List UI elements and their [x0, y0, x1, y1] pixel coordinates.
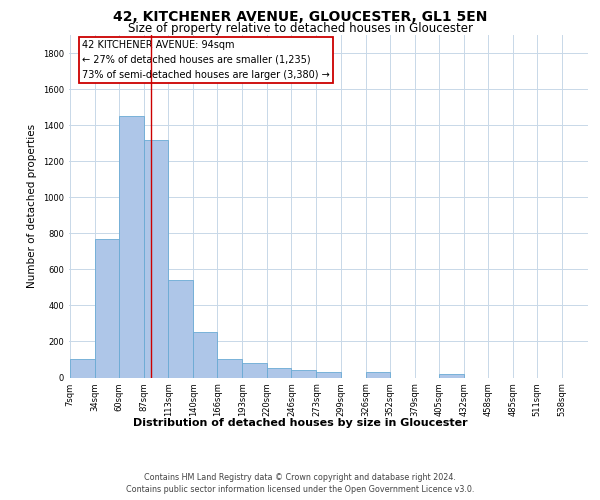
- Text: Size of property relative to detached houses in Gloucester: Size of property relative to detached ho…: [128, 22, 473, 35]
- Bar: [439, 374, 464, 378]
- Y-axis label: Number of detached properties: Number of detached properties: [28, 124, 37, 288]
- Bar: [242, 363, 268, 378]
- Bar: [95, 238, 119, 378]
- Bar: [365, 372, 389, 378]
- Bar: [292, 370, 316, 378]
- Bar: [268, 368, 292, 378]
- Bar: [168, 280, 193, 378]
- Bar: [217, 358, 242, 378]
- Bar: [70, 360, 95, 378]
- Bar: [119, 116, 144, 378]
- Text: 42, KITCHENER AVENUE, GLOUCESTER, GL1 5EN: 42, KITCHENER AVENUE, GLOUCESTER, GL1 5E…: [113, 10, 487, 24]
- Bar: [316, 372, 341, 378]
- Bar: [193, 332, 217, 378]
- Bar: [144, 140, 168, 378]
- Text: 42 KITCHENER AVENUE: 94sqm
← 27% of detached houses are smaller (1,235)
73% of s: 42 KITCHENER AVENUE: 94sqm ← 27% of deta…: [82, 40, 330, 80]
- Text: Contains HM Land Registry data © Crown copyright and database right 2024.: Contains HM Land Registry data © Crown c…: [144, 472, 456, 482]
- Text: Distribution of detached houses by size in Gloucester: Distribution of detached houses by size …: [133, 418, 467, 428]
- Text: Contains public sector information licensed under the Open Government Licence v3: Contains public sector information licen…: [126, 485, 474, 494]
